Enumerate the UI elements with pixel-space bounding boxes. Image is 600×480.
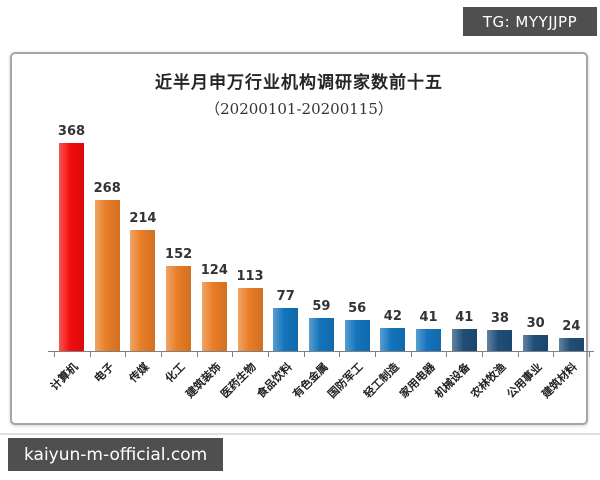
bar-value-label: 38 [490, 311, 509, 326]
axis-tick [553, 352, 555, 357]
bar-value-label: 152 [165, 247, 193, 262]
bar-value-label: 59 [312, 299, 331, 314]
category-label: 轻工制造 [361, 360, 402, 401]
bar-value-label: 268 [93, 181, 121, 196]
category-labels: 计算机 电子 传媒 化工 建筑装饰 医药生物 食品饮料 有色金属 国防军工 轻工制造 家用电器 机械设… [48, 359, 589, 423]
axis-tick [303, 352, 305, 357]
axis-tick [232, 352, 234, 357]
bar-value-label: 113 [236, 269, 264, 284]
axis-tick [375, 352, 376, 357]
x-axis-line [48, 351, 594, 352]
tg-contact-text: TG: MYYJJPP [482, 12, 578, 31]
chart-subtitle: （20200101-20200115） [205, 100, 393, 118]
bar-value-label: 24 [562, 319, 581, 334]
axis-tick [89, 352, 91, 357]
bar-slot: 24 [554, 112, 589, 352]
bar [94, 200, 120, 352]
bottom-divider-line [0, 433, 600, 435]
bar-slot: 30 [518, 112, 553, 352]
bar [59, 143, 84, 352]
category-label: 有色金属 [289, 360, 331, 401]
axis-tick [196, 352, 198, 357]
bar [487, 330, 513, 352]
axis-tick [339, 352, 341, 357]
watermark-badge: kaiyun-m-official.com [8, 438, 224, 471]
axis-tick [268, 352, 269, 357]
chart-card: 近半月申万行业机构调研家数前十五 （20200101-20200115） 368… [10, 52, 594, 425]
bar-value-label: 368 [57, 124, 86, 139]
bar [451, 329, 477, 352]
bar-value-label: 124 [200, 263, 228, 278]
category-label: 家用电器 [396, 360, 438, 401]
bar-value-label: 214 [129, 211, 157, 226]
bar-value-label: 77 [276, 289, 295, 304]
axis-tick [589, 352, 590, 357]
category-label: 建筑装饰 [182, 360, 224, 401]
bar-slot: 268 [90, 112, 125, 352]
bar-value-label: 30 [526, 316, 545, 331]
axis-ticks [54, 352, 590, 358]
category-label: 医药生物 [218, 360, 259, 401]
category-label: 农林牧渔 [468, 360, 509, 401]
tg-contact-badge: TG: MYYJJPP [463, 7, 597, 36]
category-label: 传媒 [127, 360, 152, 386]
category-label: 化工 [162, 360, 188, 386]
bar-slot: 113 [233, 112, 268, 352]
bar-value-label: 56 [348, 301, 367, 316]
bar [523, 335, 549, 352]
bar [308, 318, 334, 352]
bar [558, 338, 584, 352]
bar-value-label: 41 [419, 310, 438, 325]
axis-tick [161, 352, 162, 357]
category-label: 国防军工 [325, 360, 366, 401]
axis-tick [482, 352, 483, 357]
bar-slot: 42 [375, 112, 410, 352]
bar [201, 282, 227, 352]
bar-slot: 152 [161, 112, 196, 352]
bar-slot: 368 [54, 112, 89, 352]
bar [273, 308, 299, 352]
axis-tick [54, 352, 55, 357]
bar [130, 230, 156, 352]
bar-slot: 124 [197, 112, 232, 352]
bars-row: 368 268 214 152 124 113 77 59 56 42 41 41 38 30 24 [54, 112, 589, 352]
chart-title: 近半月申万行业机构调研家数前十五 [155, 73, 443, 93]
bar-value-label: 41 [455, 310, 474, 325]
category-label: 建筑材料 [539, 360, 580, 401]
category-label: 食品饮料 [254, 360, 295, 401]
watermark-text: kaiyun-m-official.com [24, 444, 208, 465]
bar-slot: 41 [447, 112, 482, 352]
bar-value-label: 42 [383, 309, 402, 324]
category-label: 机械设备 [432, 360, 473, 401]
bar-slot: 38 [482, 112, 517, 352]
bar [380, 328, 406, 352]
bar-slot: 56 [340, 112, 375, 352]
axis-tick [125, 352, 127, 357]
axis-tick [410, 352, 412, 357]
bar-slot: 41 [411, 112, 446, 352]
bar [344, 320, 370, 352]
category-label: 公用事业 [503, 360, 545, 401]
category-label: 电子 [91, 360, 117, 386]
axis-tick [446, 352, 448, 357]
bar [166, 266, 192, 352]
bar [416, 329, 442, 352]
axis-tick [517, 352, 519, 357]
bar-slot: 59 [304, 112, 339, 352]
bar [237, 288, 263, 352]
bar-slot: 214 [125, 112, 160, 352]
bar-slot: 77 [268, 112, 303, 352]
category-label: 计算机 [47, 360, 81, 393]
